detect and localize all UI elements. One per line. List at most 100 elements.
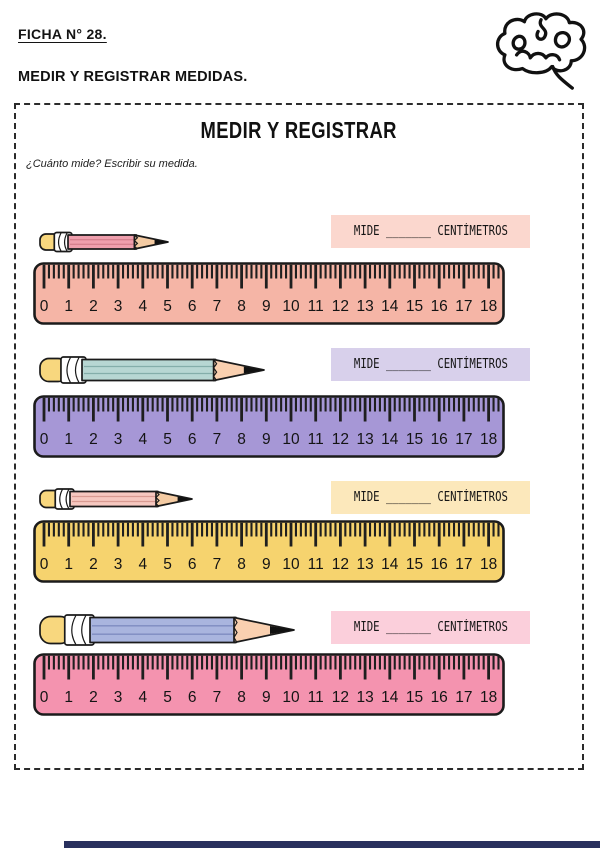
svg-text:8: 8 <box>237 689 246 706</box>
svg-text:3: 3 <box>114 689 123 706</box>
svg-text:14: 14 <box>381 556 399 573</box>
svg-text:0: 0 <box>40 298 49 315</box>
measure-label-box: MIDE _______ CENTÍMETROS <box>331 348 530 381</box>
svg-text:18: 18 <box>480 689 497 706</box>
svg-text:1: 1 <box>64 556 73 573</box>
svg-text:17: 17 <box>455 298 472 315</box>
svg-text:5: 5 <box>163 556 172 573</box>
ruler-svg: 0 1 2 3 4 5 6 7 8 9 10 11 12 13 14 15 16 17 18 <box>33 395 505 458</box>
svg-text:10: 10 <box>282 556 300 573</box>
measure-label: MIDE _______ CENTÍMETROS <box>353 357 508 372</box>
svg-text:14: 14 <box>381 689 399 706</box>
svg-text:16: 16 <box>431 556 448 573</box>
svg-text:10: 10 <box>282 689 300 706</box>
svg-text:8: 8 <box>237 431 246 448</box>
ruler-3: 0 1 2 3 4 5 6 7 8 9 10 11 12 13 14 15 16 17 18 <box>33 520 505 583</box>
pencil-illustration-teal-long-pencil <box>38 349 267 396</box>
svg-text:9: 9 <box>262 298 271 315</box>
svg-text:7: 7 <box>213 556 222 573</box>
svg-text:2: 2 <box>89 556 98 573</box>
svg-text:18: 18 <box>480 431 497 448</box>
svg-text:13: 13 <box>356 298 373 315</box>
svg-text:11: 11 <box>308 556 324 573</box>
measure-label: MIDE _______ CENTÍMETROS <box>353 224 508 239</box>
svg-text:7: 7 <box>213 431 222 448</box>
svg-text:7: 7 <box>213 689 222 706</box>
svg-text:12: 12 <box>332 556 349 573</box>
pencil-illustration-peach-medium-pencil <box>38 483 195 520</box>
svg-text:17: 17 <box>455 689 472 706</box>
svg-text:2: 2 <box>89 689 98 706</box>
svg-text:5: 5 <box>163 431 172 448</box>
svg-text:15: 15 <box>406 431 423 448</box>
svg-text:17: 17 <box>455 556 472 573</box>
svg-text:13: 13 <box>356 689 373 706</box>
svg-text:12: 12 <box>332 298 349 315</box>
footer-accent-bar <box>64 841 600 848</box>
svg-text:0: 0 <box>40 689 49 706</box>
svg-text:2: 2 <box>89 431 98 448</box>
ruler-svg: 0 1 2 3 4 5 6 7 8 9 10 11 12 13 14 15 16 17 18 <box>33 653 505 716</box>
ruler-1: 0 1 2 3 4 5 6 7 8 9 10 11 12 13 14 15 16 17 18 <box>33 262 505 325</box>
svg-text:11: 11 <box>308 689 324 706</box>
measure-label-box: MIDE _______ CENTÍMETROS <box>331 481 530 514</box>
worksheet-title: MEDIR Y REGISTRAR <box>200 117 398 143</box>
brain-icon <box>490 10 594 92</box>
svg-text:10: 10 <box>282 431 300 448</box>
svg-text:12: 12 <box>332 689 349 706</box>
svg-text:9: 9 <box>262 431 271 448</box>
svg-text:6: 6 <box>188 689 197 706</box>
svg-text:13: 13 <box>356 431 373 448</box>
svg-text:18: 18 <box>480 556 497 573</box>
svg-text:10: 10 <box>282 298 300 315</box>
ruler-svg: 0 1 2 3 4 5 6 7 8 9 10 11 12 13 14 15 16 17 18 <box>33 262 505 325</box>
measure-label-box: MIDE _______ CENTÍMETROS <box>331 215 530 248</box>
svg-text:15: 15 <box>406 689 423 706</box>
pencil-svg <box>39 488 193 510</box>
svg-text:5: 5 <box>163 689 172 706</box>
svg-text:11: 11 <box>308 431 324 448</box>
svg-text:12: 12 <box>332 431 349 448</box>
svg-text:5: 5 <box>163 298 172 315</box>
svg-text:0: 0 <box>40 431 49 448</box>
svg-text:11: 11 <box>308 298 324 315</box>
svg-text:6: 6 <box>188 556 197 573</box>
svg-text:17: 17 <box>455 431 472 448</box>
svg-text:3: 3 <box>114 431 123 448</box>
svg-text:4: 4 <box>138 556 147 573</box>
svg-text:4: 4 <box>138 431 147 448</box>
measure-label: MIDE _______ CENTÍMETROS <box>353 490 508 505</box>
svg-text:1: 1 <box>64 689 73 706</box>
pencil-illustration-pink-short-pencil <box>38 227 171 262</box>
worksheet-frame: MEDIR Y REGISTRAR ¿Cuánto mide? Escribir… <box>14 103 584 770</box>
ruler-svg: 0 1 2 3 4 5 6 7 8 9 10 11 12 13 14 15 16 17 18 <box>33 520 505 583</box>
pencil-svg <box>39 356 265 384</box>
svg-text:8: 8 <box>237 298 246 315</box>
pencil-svg <box>39 614 295 646</box>
svg-text:3: 3 <box>114 298 123 315</box>
svg-text:2: 2 <box>89 298 98 315</box>
svg-text:16: 16 <box>431 431 448 448</box>
svg-text:13: 13 <box>356 556 373 573</box>
svg-text:16: 16 <box>431 298 448 315</box>
ficha-label: FICHA N° 28. <box>18 26 107 42</box>
pencil-svg <box>39 231 169 253</box>
instruction-text: ¿Cuánto mide? Escribir su medida. <box>26 158 198 170</box>
svg-text:1: 1 <box>64 298 73 315</box>
ruler-4: 0 1 2 3 4 5 6 7 8 9 10 11 12 13 14 15 16 17 18 <box>33 653 505 716</box>
svg-text:6: 6 <box>188 298 197 315</box>
svg-text:4: 4 <box>138 298 147 315</box>
svg-text:18: 18 <box>480 298 497 315</box>
measure-label: MIDE _______ CENTÍMETROS <box>353 620 508 635</box>
svg-text:1: 1 <box>64 431 73 448</box>
svg-text:0: 0 <box>40 556 49 573</box>
svg-text:9: 9 <box>262 689 271 706</box>
svg-text:14: 14 <box>381 431 399 448</box>
svg-text:9: 9 <box>262 556 271 573</box>
svg-text:8: 8 <box>237 556 246 573</box>
svg-text:6: 6 <box>188 431 197 448</box>
svg-text:14: 14 <box>381 298 399 315</box>
svg-text:3: 3 <box>114 556 123 573</box>
svg-text:4: 4 <box>138 689 147 706</box>
ruler-2: 0 1 2 3 4 5 6 7 8 9 10 11 12 13 14 15 16 17 18 <box>33 395 505 458</box>
